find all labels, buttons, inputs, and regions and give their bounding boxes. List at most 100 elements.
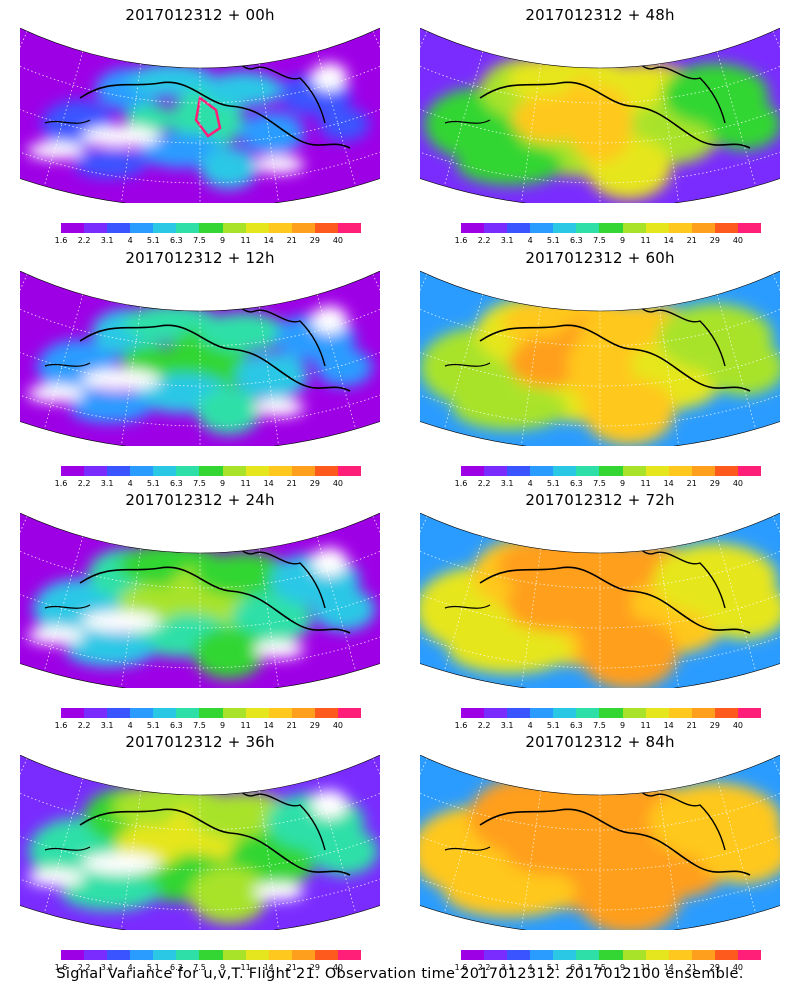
colorbar-swatch	[84, 223, 108, 233]
colorbar-swatch	[130, 708, 154, 718]
graticule	[20, 274, 380, 446]
colorbar-tick-label: 6.3	[170, 236, 183, 245]
colorbar-swatch	[645, 950, 669, 960]
colorbar-tick-label: 14	[663, 721, 674, 730]
colorbar-swatch	[645, 466, 669, 476]
graticule	[20, 516, 380, 688]
colorbar-tick-label: 29	[309, 479, 320, 488]
colorbar-labels: 1.6 2.2 3.1 4 5.1 6.3 7.5 9 11 14 21 29 40	[455, 236, 761, 246]
colorbar	[461, 223, 762, 233]
colorbar-tick-label: 11	[640, 963, 651, 972]
panel-title: 2017012312 + 00h	[125, 6, 275, 24]
colorbar-swatch	[576, 708, 600, 718]
colorbar-tick-label: 40	[732, 721, 744, 730]
colorbar-tick-label: 1.6	[54, 236, 68, 245]
coastline	[479, 808, 751, 876]
colorbar-swatch	[107, 466, 131, 476]
colorbar-swatch	[337, 950, 362, 960]
colorbar-swatch	[599, 708, 623, 718]
graticule	[20, 758, 380, 930]
map-boundary	[20, 755, 380, 930]
colorbar-swatch	[553, 223, 577, 233]
colorbar-swatch	[645, 223, 669, 233]
colorbar-tick-label: 4	[127, 721, 133, 730]
colorbar-tick-label: 40	[732, 963, 744, 972]
variance-field	[420, 271, 780, 446]
colorbar-swatch	[199, 466, 223, 476]
colorbar-swatch	[553, 950, 577, 960]
colorbar-tick-label: 40	[332, 236, 344, 245]
colorbar-swatch	[314, 223, 338, 233]
colorbar-tick-label: 2.2	[77, 236, 91, 245]
colorbar-swatch	[130, 466, 154, 476]
colorbar-labels: 1.6 2.2 3.1 4 5.1 6.3 7.5 9 11 14 21 29 40	[455, 479, 761, 489]
panel-title: 2017012312 + 84h	[525, 733, 675, 751]
coastline	[79, 81, 351, 149]
map-boundary	[420, 513, 780, 688]
colorbar-tick-label: 5.1	[146, 236, 160, 245]
colorbar-swatch	[461, 466, 485, 476]
colorbar-swatch	[484, 950, 508, 960]
variance-map	[420, 271, 780, 446]
colorbar-tick-label: 7.5	[193, 236, 206, 245]
colorbar-swatch	[84, 466, 108, 476]
colorbar-tick-label: 5.1	[146, 479, 160, 488]
colorbar-tick-label: 1.6	[54, 721, 68, 730]
colorbar-swatch	[553, 466, 577, 476]
graticule	[420, 758, 780, 930]
colorbar-tick-label: 40	[732, 479, 744, 488]
colorbar-swatch	[245, 223, 269, 233]
colorbar-tick-label: 9	[219, 963, 226, 972]
colorbar-tick-label: 40	[732, 236, 744, 245]
colorbar-tick-label: 6.3	[570, 721, 583, 730]
colorbar-tick-label: 9	[219, 721, 226, 730]
colorbar-tick-label: 5.1	[546, 236, 560, 245]
colorbar-swatch	[107, 708, 131, 718]
colorbar-swatch	[268, 708, 292, 718]
colorbar-swatch	[84, 950, 108, 960]
colorbar-tick-label: 1.6	[54, 479, 68, 488]
panel-title: 2017012312 + 24h	[125, 491, 275, 509]
colorbar-tick-label: 11	[240, 721, 251, 730]
colorbar-tick-label: 29	[709, 721, 720, 730]
colorbar-tick-label: 7.5	[193, 721, 206, 730]
variance-field	[20, 271, 380, 446]
map-panel: 2017012312 + 00h 1.6 2.2 3.1 4 5.1 6.3 7.5 9 11 14…	[0, 0, 400, 245]
colorbar-swatch	[691, 466, 715, 476]
map-boundary	[20, 513, 380, 688]
colorbar-swatch	[61, 466, 85, 476]
variance-map	[420, 28, 780, 203]
colorbar-swatch	[107, 950, 131, 960]
colorbar-swatch	[153, 466, 177, 476]
colorbar-tick-label: 3.1	[500, 479, 514, 488]
colorbar-swatch	[507, 466, 531, 476]
panel-title: 2017012312 + 48h	[525, 6, 675, 24]
coastline	[444, 604, 491, 609]
coastline	[44, 119, 91, 124]
variance-field	[20, 28, 380, 203]
colorbar-swatch	[668, 223, 692, 233]
colorbar-tick-label: 14	[663, 236, 674, 245]
colorbar-tick-label: 3.1	[100, 236, 114, 245]
coastline	[44, 846, 91, 851]
colorbar-tick-label: 4	[527, 721, 533, 730]
colorbar-tick-label: 11	[240, 479, 251, 488]
colorbar-tick-label: 3.1	[500, 236, 514, 245]
panel-title: 2017012312 + 12h	[125, 249, 275, 267]
map-panel: 2017012312 + 36h 1.6 2.2 3.1 4 5.1 6.3 7.5 9 11 14…	[0, 727, 400, 972]
colorbar-tick-label: 21	[686, 963, 697, 972]
colorbar-swatch	[268, 950, 292, 960]
colorbar-swatch	[668, 708, 692, 718]
colorbar-swatch	[691, 708, 715, 718]
colorbar	[461, 466, 762, 476]
colorbar-swatch	[130, 223, 154, 233]
variance-map	[420, 755, 780, 930]
colorbar-tick-label: 21	[286, 721, 297, 730]
colorbar-tick-label: 14	[663, 963, 674, 972]
colorbar-swatch	[337, 708, 362, 718]
colorbar	[61, 950, 362, 960]
colorbar-swatch	[576, 223, 600, 233]
colorbar-tick-label: 2.2	[477, 721, 491, 730]
map-panel: 2017012312 + 72h 1.6 2.2 3.1 4 5.1 6.3 7.5 9 11 14…	[400, 485, 800, 730]
colorbar-tick-label: 2.2	[77, 721, 91, 730]
